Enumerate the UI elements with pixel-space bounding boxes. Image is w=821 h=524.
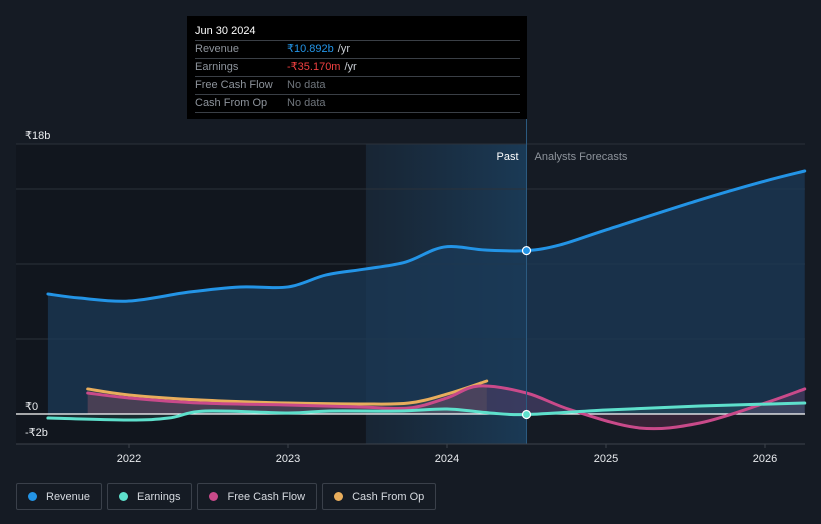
tooltip-label: Cash From Op: [195, 97, 268, 109]
x-tick-label: 2024: [435, 453, 459, 465]
revenue-line: [46, 169, 807, 303]
y-axis-ticks: ₹18b ₹0 -₹2b: [25, 130, 50, 439]
free-cash-flow-area: [87, 385, 805, 429]
x-tick-label: 2026: [753, 453, 777, 465]
earnings-dot-icon: [119, 492, 129, 501]
legend-label: Revenue: [46, 490, 91, 503]
x-axis-ticks: 2022 2023 2024 2025 2026: [117, 444, 777, 465]
tooltip-row-free-cash-flow: Free Cash Flow No data: [195, 76, 520, 94]
legend-label: Free Cash Flow: [227, 490, 306, 503]
tooltip-value: -₹35.170m: [287, 61, 341, 73]
tooltip-label: Free Cash Flow: [195, 79, 273, 91]
free-cash-flow-line: [86, 384, 807, 431]
earnings-area: [47, 403, 805, 420]
x-tick-label: 2022: [117, 453, 141, 465]
chart-canvas: 2022 2023 2024 2025 2026 ₹18b ₹0 -₹2b Past Ana…: [16, 118, 807, 465]
y-tick-label: ₹0: [25, 401, 38, 413]
cash-from-op-line: [86, 379, 489, 406]
revenue-selected-point: [521, 246, 532, 256]
tooltip-value: No data: [287, 79, 326, 91]
tooltip-label: Revenue: [195, 43, 240, 55]
cash-from-op-dot-icon: [334, 492, 344, 501]
cash-from-op-area: [87, 381, 487, 414]
past-label: Past: [496, 151, 518, 163]
revenue-dot-icon: [28, 492, 37, 501]
y-tick-label: ₹18b: [25, 130, 50, 142]
tooltip-label: Earnings: [195, 61, 239, 73]
legend-item-revenue[interactable]: Revenue: [16, 483, 103, 510]
legend-item-earnings[interactable]: Earnings: [107, 483, 193, 510]
legend-item-cash-from-op[interactable]: Cash From Op: [322, 483, 437, 510]
tooltip-unit: /yr: [344, 61, 357, 73]
earnings-line: [46, 401, 807, 422]
tooltip-value: No data: [287, 97, 326, 109]
earnings-selected-point: [521, 409, 532, 420]
selected-points: [521, 246, 532, 420]
legend: Revenue Earnings Free Cash Flow Cash Fro…: [16, 483, 437, 510]
legend-label: Earnings: [137, 490, 181, 503]
tooltip-row-revenue: Revenue ₹10.892b /yr: [195, 40, 520, 58]
tooltip-row-earnings: Earnings -₹35.170m /yr: [195, 58, 520, 76]
tooltip: Jun 30 2024 Revenue ₹10.892b /yr Earning…: [187, 16, 527, 119]
legend-item-free-cash-flow[interactable]: Free Cash Flow: [197, 483, 318, 510]
tooltip-value: ₹10.892b: [287, 43, 334, 55]
x-tick-label: 2023: [276, 453, 300, 465]
legend-label: Cash From Op: [352, 490, 425, 503]
analysts-forecasts-label: Analysts Forecasts: [535, 151, 628, 163]
tooltip-date: Jun 30 2024: [195, 25, 256, 37]
series-areas: [47, 171, 805, 429]
tooltip-row-cash-from-op: Cash From Op No data: [195, 94, 520, 113]
tooltip-unit: /yr: [337, 43, 350, 55]
x-tick-label: 2025: [594, 453, 618, 465]
free-cash-flow-dot-icon: [209, 492, 219, 501]
y-tick-label: -₹2b: [25, 427, 48, 439]
revenue-area: [47, 171, 805, 414]
series-lines: [46, 169, 807, 431]
